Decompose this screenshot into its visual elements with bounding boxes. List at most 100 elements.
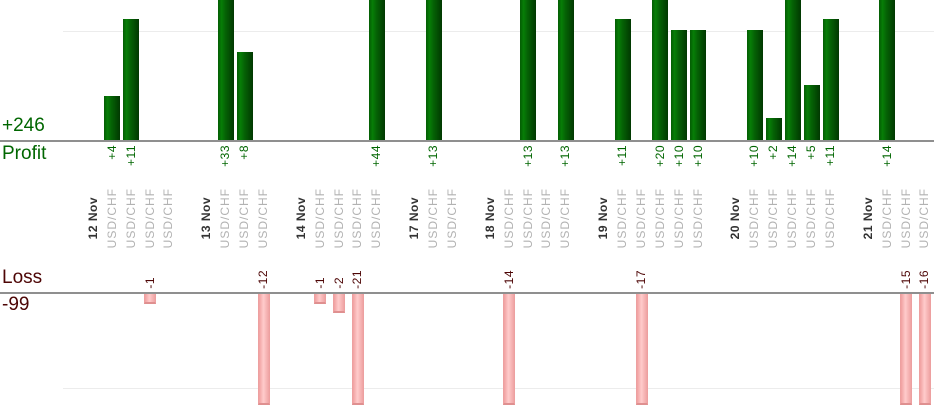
symbol-label: USD/CHF [689,184,708,252]
profit-value-label-text: +11 [615,145,630,166]
date-label-text: 20 Nov [728,196,743,240]
symbol-label-text: USD/CHF [520,187,535,249]
symbol-label-text: USD/CHF [652,187,667,249]
loss-value-label: -14 [500,232,519,289]
loss-value-label: -17 [632,232,651,289]
symbol-label-text: USD/CHF [785,187,800,249]
symbol-label-text: USD/CHF [671,187,686,249]
profit-value-label-text: +10 [747,145,762,167]
symbol-label: USD/CHF [613,184,632,252]
profit-value-label-text: +11 [123,145,138,166]
loss-bar [314,294,327,304]
symbol-label: USD/CHF [122,184,141,252]
symbol-label: USD/CHF [802,184,821,252]
symbol-label-text: USD/CHF [369,187,384,249]
loss-bar [257,294,270,405]
profit-value-label-text: +44 [369,145,384,167]
profit-value-label-text: +4 [104,145,119,160]
profit-value-label-text: +13 [558,145,573,167]
symbol-label: USD/CHF [783,184,802,252]
profit-value-label: +10 [689,145,708,187]
profit-bar [690,30,707,140]
loss-value-label: -15 [897,232,916,289]
symbol-label-text: USD/CHF [558,187,573,249]
profit-value-label: +4 [103,145,122,187]
profit-value-label-text: +5 [804,145,819,160]
symbol-label: USD/CHF [764,184,783,252]
loss-axis-label: Loss [2,267,43,288]
loss-value-label-text: -1 [312,277,327,289]
loss-value-label: -21 [349,232,368,289]
symbol-label-text: USD/CHF [539,187,554,249]
loss-bar [635,294,648,405]
loss-value-label-text: -12 [255,270,270,289]
date-label: 14 Nov [292,184,311,252]
symbol-label-text: USD/CHF [747,187,762,249]
profit-bar [879,0,896,140]
profit-bar [123,19,140,140]
loss-bar [144,294,157,304]
loss-value-label-text: -14 [501,270,516,289]
symbol-label: USD/CHF [368,184,387,252]
profit-value-label: +11 [821,145,840,187]
symbol-label-text: USD/CHF [444,187,459,249]
profit-value-label: +8 [235,145,254,187]
loss-total-label: -99 [2,294,30,315]
date-label-text: 18 Nov [482,196,497,240]
symbol-label-text: USD/CHF [804,187,819,249]
loss-value-label: -2 [330,232,349,289]
date-label-text: 12 Nov [85,196,100,240]
loss-bar [919,294,931,405]
profit-value-label-text: +8 [237,145,252,160]
profit-value-label: +13 [519,145,538,187]
profit-value-label: +13 [424,145,443,187]
profit-bar [368,0,385,140]
profit-bar [236,52,253,140]
symbol-label-text: USD/CHF [123,187,138,249]
profit-value-label: +11 [122,145,141,187]
loss-value-label-text: -15 [898,270,913,289]
symbol-label-text: USD/CHF [104,187,119,249]
profit-bar [822,19,839,140]
profit-value-label-text: +33 [218,145,233,167]
loss-value-label: -12 [254,232,273,289]
profit-value-label: +14 [783,145,802,187]
profit-bar [652,0,669,140]
profit-value-label: +10 [746,145,765,187]
symbol-label: USD/CHF [557,184,576,252]
loss-value-label: -1 [141,232,160,289]
symbol-label: USD/CHF [670,184,689,252]
symbol-label: USD/CHF [103,184,122,252]
profit-value-label: +44 [368,145,387,187]
profit-total-label: +246 [2,115,45,136]
date-label: 19 Nov [594,184,613,252]
loss-value-label-text: -16 [917,270,932,289]
profit-baseline [0,140,934,142]
date-label-text: 17 Nov [407,196,422,240]
symbol-label: USD/CHF [746,184,765,252]
profit-bar [614,19,631,140]
symbol-label: USD/CHF [519,184,538,252]
profit-bar [217,0,234,140]
profit-value-label: +2 [764,145,783,187]
profit-value-label: +14 [878,145,897,187]
profit-gridline-10 [63,31,934,32]
profit-value-label-text: +14 [785,145,800,167]
profit-bar [803,85,820,140]
symbol-label: USD/CHF [216,184,235,252]
profit-value-label: +13 [557,145,576,187]
profit-axis-label: Profit [2,143,47,164]
profit-bar [425,0,442,140]
profit-value-label: +5 [802,145,821,187]
symbol-label-text: USD/CHF [426,187,441,249]
symbol-label: USD/CHF [878,184,897,252]
profit-value-label: +10 [670,145,689,187]
profit-value-label-text: +14 [879,145,894,167]
loss-bar [900,294,913,405]
loss-value-label-text: -21 [350,270,365,289]
symbol-label-text: USD/CHF [161,187,176,249]
profit-value-label-text: +13 [426,145,441,167]
date-label: 13 Nov [197,184,216,252]
symbol-label-text: USD/CHF [615,187,630,249]
